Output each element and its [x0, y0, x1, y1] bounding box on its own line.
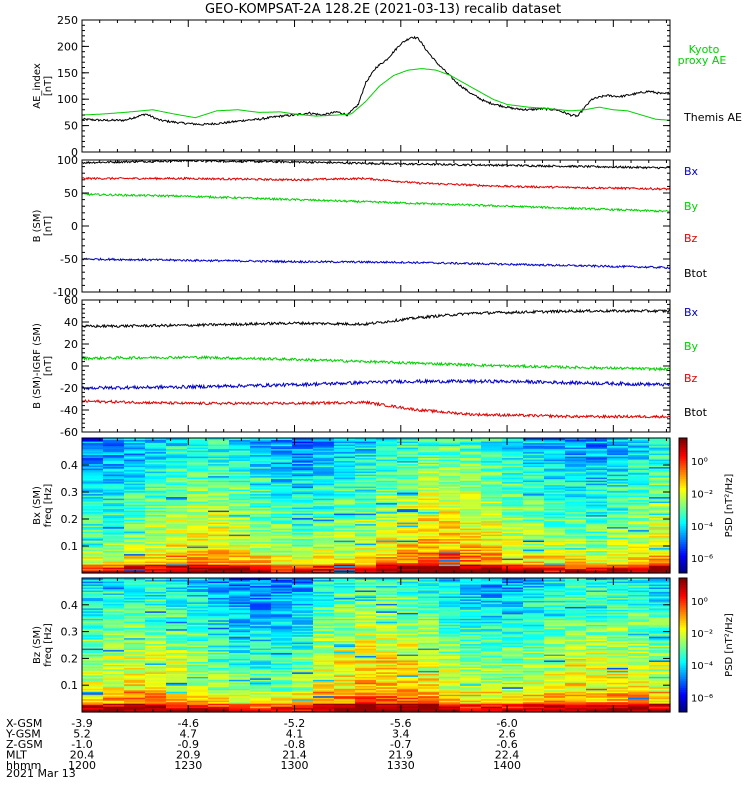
bdiff-ytick-label: 40 — [64, 316, 78, 329]
bdiff-ytick-label: 60 — [64, 294, 78, 307]
bx_spec-colorbar-tick: 10⁻⁶ — [691, 554, 713, 565]
series-bx — [82, 258, 670, 268]
chart-title: GEO-KOMPSAT-2A 128.2E (2021-03-13) recal… — [205, 2, 561, 17]
bdiff-ytick-label: 0 — [71, 360, 78, 373]
bsm-ytick-label: -50 — [60, 253, 78, 266]
series-by — [82, 193, 670, 212]
ae-ylabel: [nT] — [43, 76, 54, 96]
series-bz — [82, 178, 670, 190]
bsm-ylabel: B (SM) — [32, 209, 43, 242]
bx_spec-ytick-label: 0.3 — [61, 486, 79, 499]
bsm-ytick-label: 0 — [71, 220, 78, 233]
bdiff-ylabel: [nT] — [43, 356, 54, 376]
bdiff-ytick-label: -40 — [60, 404, 78, 417]
series-btot — [82, 310, 670, 328]
bdiff-ytick-label: -60 — [60, 426, 78, 439]
ae-ytick-label: 150 — [57, 67, 78, 80]
bdiff-ytick-label: 20 — [64, 338, 78, 351]
ae-ytick-label: 100 — [57, 93, 78, 106]
bx_spec-colorbar — [679, 438, 687, 574]
legend-by: By — [684, 200, 699, 213]
bx_spec-ytick-label: 0.4 — [61, 459, 79, 472]
legend-bx: Bx — [684, 165, 699, 178]
legend-bz: Bz — [684, 372, 698, 385]
bsm-ytick-label: 100 — [57, 154, 78, 167]
bz_spec-heatmap — [82, 578, 671, 713]
bdiff-frame — [82, 300, 670, 432]
series-bx — [82, 380, 670, 390]
legend-bz: Bz — [684, 232, 698, 245]
legend-btot: Btot — [684, 267, 708, 280]
series-themis-ae — [82, 37, 670, 126]
bx_spec-colorbar-tick: 10⁻² — [691, 489, 713, 500]
ae-frame — [82, 20, 670, 152]
bx_spec-ytick-label: 0.1 — [61, 540, 79, 553]
bsm-ylabel: [nT] — [43, 216, 54, 236]
legend-bx: Bx — [684, 306, 699, 319]
legend-by: By — [684, 340, 699, 353]
legend-btot: Btot — [684, 406, 708, 419]
bx_spec-colorbar-tick: 10⁰ — [691, 457, 708, 468]
series-bz — [82, 400, 670, 418]
ae-ytick-label: 250 — [57, 14, 78, 27]
bx_spec-heatmap — [82, 438, 671, 574]
series-by — [82, 356, 670, 370]
bx_spec-ylabel: Bx (SM) — [32, 486, 43, 525]
legend-proxy-ae: proxy AE — [678, 54, 727, 67]
bdiff-ylabel: B (SM)-IGRF (SM) — [32, 323, 43, 409]
legend-themis-ae: Themis AE — [683, 111, 742, 124]
ae-ytick-label: 200 — [57, 40, 78, 53]
bsm-ytick-label: 50 — [64, 187, 78, 200]
bx_spec-colorbar-label: PSD [nT²/Hz] — [724, 474, 735, 538]
ae-ytick-label: 50 — [64, 120, 78, 133]
bdiff-ytick-label: -20 — [60, 382, 78, 395]
bx_spec-ylabel: freq [Hz] — [43, 484, 54, 528]
ae-ylabel: AE_index — [32, 63, 43, 109]
bx_spec-colorbar-tick: 10⁻⁴ — [691, 522, 713, 533]
bx_spec-ytick-label: 0.2 — [61, 513, 79, 526]
